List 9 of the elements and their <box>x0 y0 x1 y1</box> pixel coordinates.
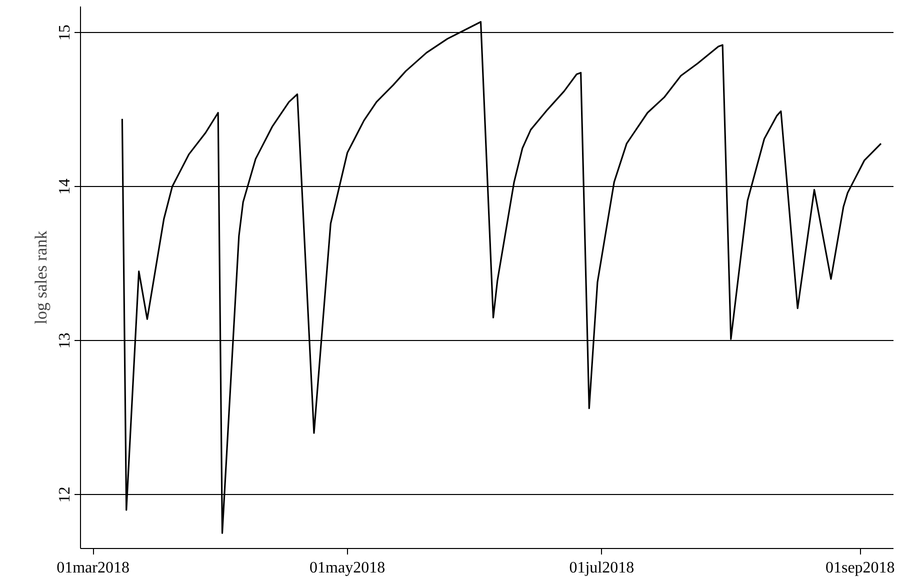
y-tick-label: 14 <box>56 178 74 195</box>
x-tick-label: 01sep2018 <box>825 560 895 576</box>
x-tick-label: 01may2018 <box>310 560 386 576</box>
y-axis-title: log sales rank <box>32 230 50 324</box>
x-tick-label: 01jul2018 <box>569 560 634 576</box>
y-tick-label: 15 <box>56 24 74 41</box>
x-tick-label: 01mar2018 <box>56 560 130 576</box>
y-tick-label: 12 <box>56 486 74 503</box>
y-tick-label: 13 <box>56 332 74 349</box>
